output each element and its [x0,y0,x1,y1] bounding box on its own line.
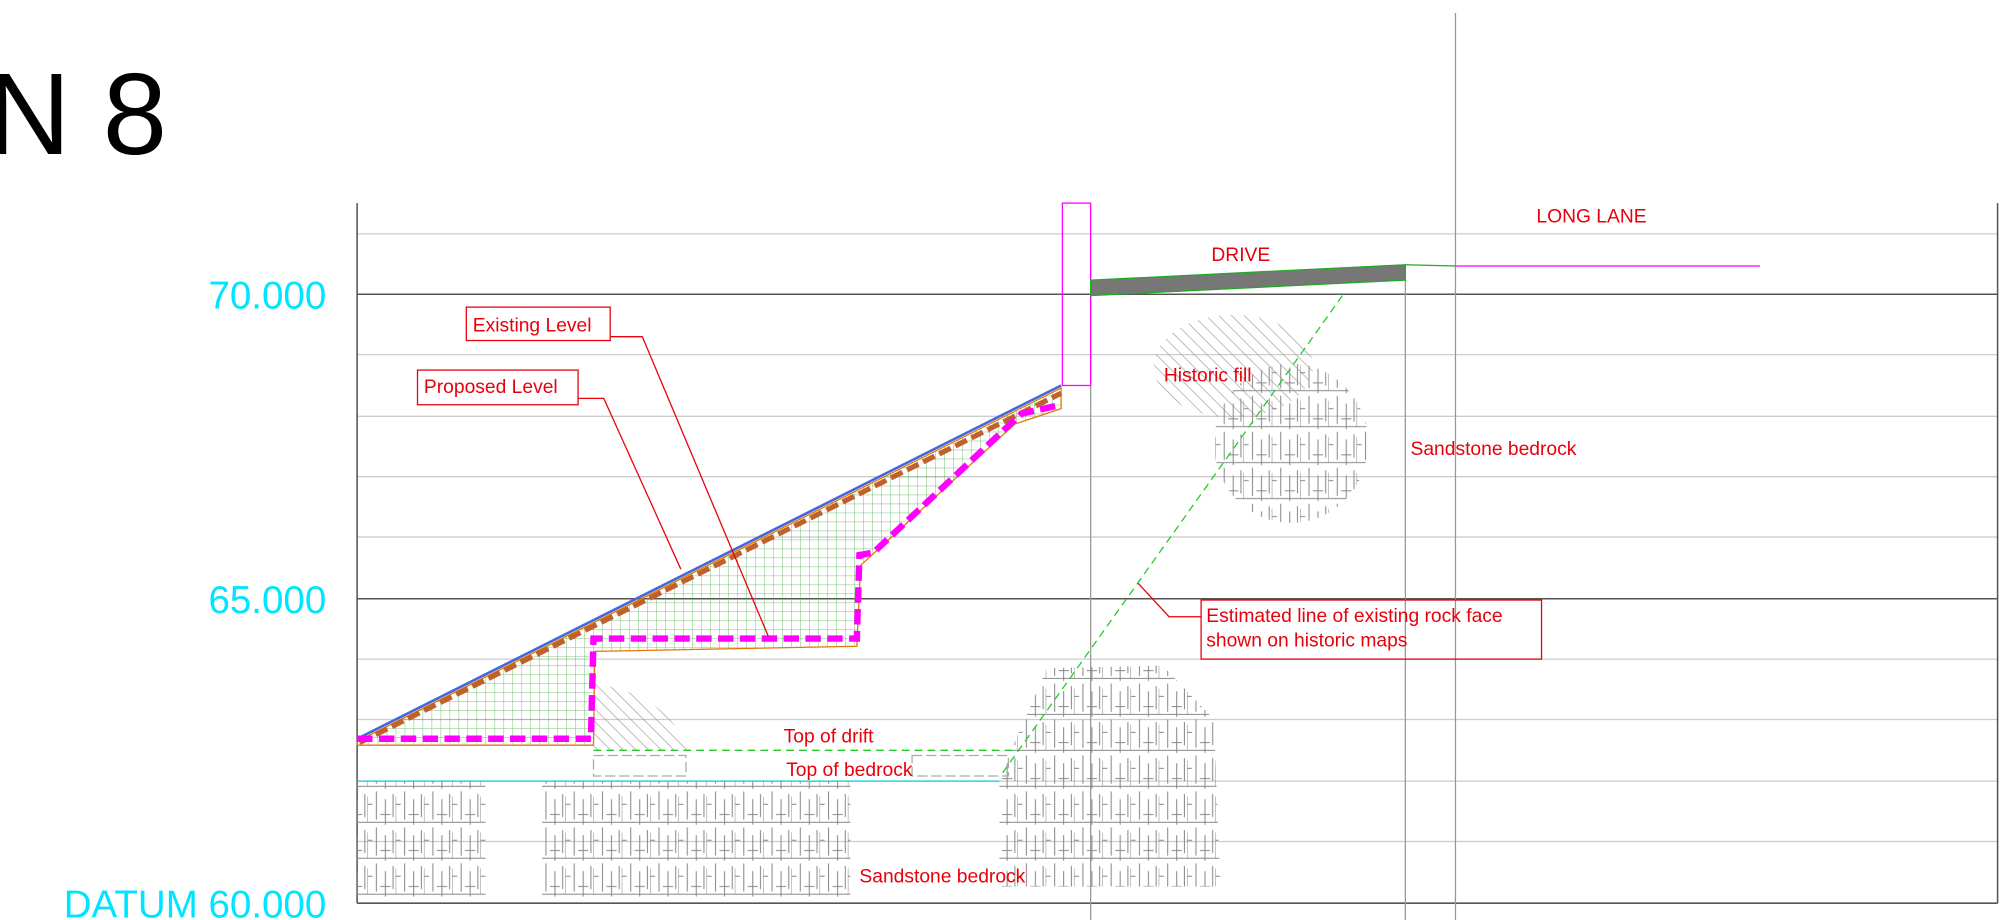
drift-band [592,754,687,777]
bedrock-hatch [357,363,1369,897]
label: LONG LANE [1536,206,1646,227]
label: Estimated line of existing rock face [1206,606,1502,627]
drive [1089,264,1407,297]
proposed-level-line [357,401,1062,742]
existing-level-line [356,384,1062,740]
road-line [1405,264,1456,267]
label: Existing Level [473,316,592,337]
label: shown on historic maps [1206,630,1407,651]
label: Sandstone bedrock [859,867,1025,888]
callout-leaders [416,306,1543,660]
label: Proposed Level [424,377,558,398]
level-label: 70.000 [208,274,326,317]
slope-fill [356,387,1062,746]
label: DRIVE [1211,245,1270,266]
label: Top of bedrock [786,760,913,781]
label: Top of drift [784,727,875,748]
level-label: 65.000 [208,579,326,622]
label: Historic fill [1164,366,1252,387]
drift-band [911,754,1010,777]
level-label: DATUM 60.000 [64,883,327,920]
topsoil [358,390,1063,745]
label: Sandstone bedrock [1411,439,1577,460]
rock-face-line [998,295,1343,778]
title: N 8 [0,50,167,179]
